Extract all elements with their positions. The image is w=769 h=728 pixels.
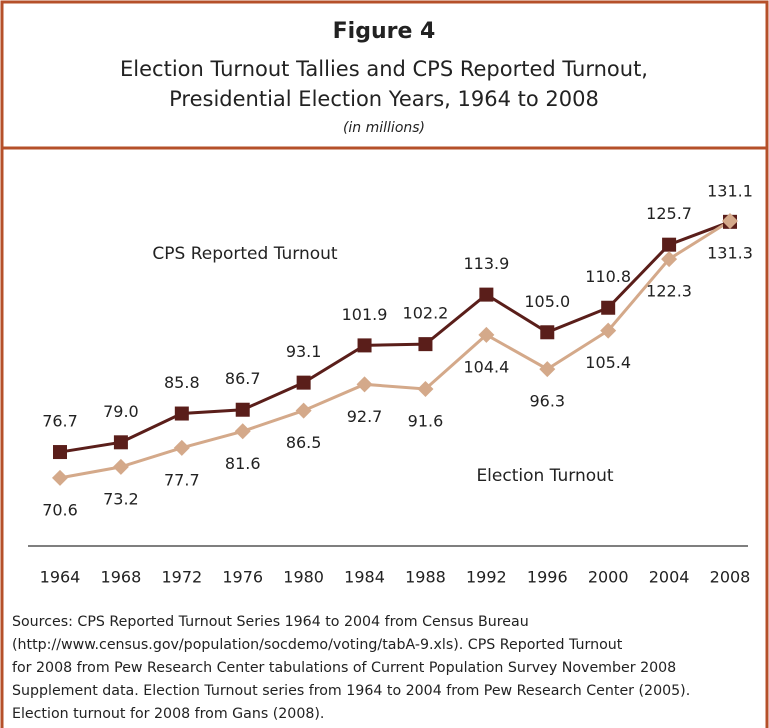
marker bbox=[357, 338, 372, 353]
data-label: 125.7 bbox=[646, 204, 692, 223]
data-label: 85.8 bbox=[164, 373, 200, 392]
x-tick-label: 1972 bbox=[161, 568, 202, 587]
data-label: 91.6 bbox=[408, 411, 444, 430]
data-label: 110.8 bbox=[585, 267, 631, 286]
legend-label: CPS Reported Turnout bbox=[152, 244, 338, 264]
marker bbox=[662, 237, 677, 252]
data-label: 81.6 bbox=[225, 454, 261, 473]
data-label: 86.7 bbox=[225, 369, 261, 388]
marker bbox=[173, 439, 190, 456]
marker bbox=[356, 376, 373, 393]
data-label: 131.1 bbox=[707, 181, 753, 200]
x-tick-label: 1988 bbox=[405, 568, 446, 587]
x-tick-label: 1980 bbox=[283, 568, 324, 587]
marker bbox=[235, 402, 250, 417]
data-label: 113.9 bbox=[463, 254, 509, 273]
data-label: 77.7 bbox=[164, 470, 200, 489]
marker bbox=[174, 406, 189, 421]
unit-note: (in millions) bbox=[343, 120, 425, 136]
marker bbox=[417, 380, 434, 397]
chart-title: Figure 4 bbox=[333, 19, 436, 44]
source-note: Election turnout for 2008 from Gans (200… bbox=[12, 706, 324, 722]
marker bbox=[540, 325, 555, 340]
data-label: 122.3 bbox=[646, 282, 692, 301]
data-label: 105.4 bbox=[585, 353, 631, 372]
data-label: 86.5 bbox=[286, 433, 322, 452]
source-note: for 2008 from Pew Research Center tabula… bbox=[12, 660, 676, 676]
x-tick-label: 1968 bbox=[101, 568, 142, 587]
legend-label: Election Turnout bbox=[476, 466, 613, 486]
marker bbox=[539, 361, 556, 378]
x-tick-label: 1992 bbox=[466, 568, 507, 587]
marker bbox=[478, 326, 495, 343]
series-line bbox=[59, 220, 731, 454]
marker bbox=[418, 337, 433, 352]
marker bbox=[53, 445, 67, 460]
source-note: (http://www.census.gov/population/socdem… bbox=[12, 637, 623, 653]
marker bbox=[295, 402, 312, 419]
marker bbox=[52, 469, 68, 486]
marker bbox=[661, 251, 678, 268]
x-tick-label: 2004 bbox=[649, 568, 690, 587]
marker bbox=[112, 458, 129, 475]
data-label: 104.4 bbox=[463, 357, 509, 376]
chart-subtitle: Presidential Election Years, 1964 to 200… bbox=[169, 87, 599, 111]
x-tick-label: 1996 bbox=[527, 568, 568, 587]
data-label: 101.9 bbox=[342, 305, 388, 324]
data-label: 76.7 bbox=[42, 412, 78, 431]
data-label: 105.0 bbox=[524, 292, 570, 311]
marker bbox=[234, 423, 251, 440]
data-label: 92.7 bbox=[347, 407, 383, 426]
marker bbox=[722, 212, 738, 229]
marker bbox=[601, 300, 616, 315]
marker bbox=[296, 375, 311, 390]
x-tick-label: 2000 bbox=[588, 568, 629, 587]
chart-subtitle: Election Turnout Tallies and CPS Reporte… bbox=[120, 57, 648, 81]
series-line bbox=[59, 219, 731, 480]
data-label: 70.6 bbox=[42, 500, 78, 519]
data-label: 73.2 bbox=[103, 489, 139, 508]
x-tick-label: 1984 bbox=[344, 568, 385, 587]
x-tick-label: 2008 bbox=[710, 568, 751, 587]
data-label: 93.1 bbox=[286, 342, 322, 361]
data-label: 79.0 bbox=[103, 402, 139, 421]
x-tick-label: 1964 bbox=[40, 568, 81, 587]
marker bbox=[600, 322, 617, 339]
x-tick-label: 1976 bbox=[222, 568, 263, 587]
data-label: 102.2 bbox=[403, 304, 449, 323]
data-label: 131.3 bbox=[707, 243, 753, 262]
data-label: 96.3 bbox=[529, 392, 565, 411]
marker bbox=[113, 435, 128, 450]
source-note: Sources: CPS Reported Turnout Series 196… bbox=[12, 614, 529, 630]
marker bbox=[479, 287, 494, 302]
source-note: Supplement data. Election Turnout series… bbox=[12, 683, 690, 699]
